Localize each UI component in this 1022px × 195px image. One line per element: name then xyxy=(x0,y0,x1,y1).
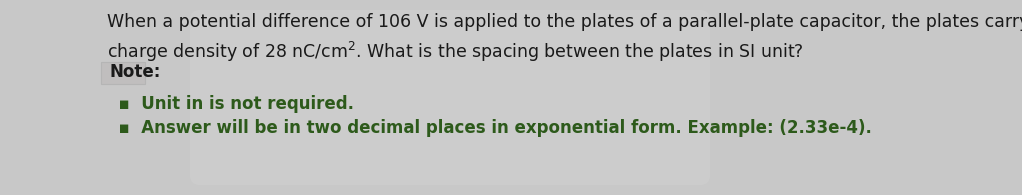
Text: charge density of 28 nC/cm$^{2}$. What is the spacing between the plates in SI u: charge density of 28 nC/cm$^{2}$. What i… xyxy=(107,40,804,64)
Text: When a potential difference of 106 V is applied to the plates of a parallel-plat: When a potential difference of 106 V is … xyxy=(107,13,1022,31)
Text: ▪  Unit in is not required.: ▪ Unit in is not required. xyxy=(107,95,355,113)
FancyBboxPatch shape xyxy=(101,62,145,84)
Text: ▪  Answer will be in two decimal places in exponential form. Example: (2.33e-4).: ▪ Answer will be in two decimal places i… xyxy=(107,119,872,137)
Text: Note:: Note: xyxy=(109,63,160,81)
FancyBboxPatch shape xyxy=(190,10,710,185)
